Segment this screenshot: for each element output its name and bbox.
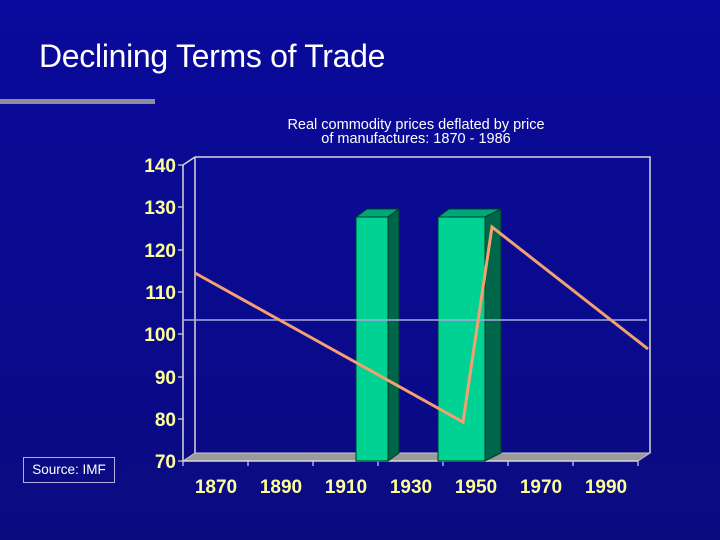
x-tick-1930: 1930: [390, 477, 432, 498]
chart-title: Real commodity prices deflated by price …: [250, 117, 582, 147]
x-tick-1990: 1990: [585, 477, 627, 498]
x-tick-1970: 1970: [520, 477, 562, 498]
chart-title-line-1: Real commodity prices deflated by price: [287, 117, 545, 133]
source-label: Source: IMF: [23, 457, 115, 483]
y-tick-100: 100: [144, 325, 176, 346]
y-tick-110: 110: [145, 283, 176, 304]
y-tick-90: 90: [155, 368, 176, 389]
x-tick-1890: 1890: [260, 477, 302, 498]
chart-frame: [182, 156, 651, 453]
slide-title: Declining Terms of Trade: [39, 38, 386, 74]
y-tick-80: 80: [155, 410, 176, 431]
y-tick-120: 120: [144, 241, 176, 262]
y-tick-70: 70: [155, 452, 176, 473]
title-underline: [0, 99, 155, 104]
bar-1: [354, 208, 401, 462]
y-axis: 70 80 90 100 110 120 130 140: [144, 156, 184, 473]
y-tick-130: 130: [144, 198, 176, 219]
commodity-price-line: [194, 224, 649, 425]
chart-title-line-2: of manufactures: 1870 - 1986: [321, 131, 511, 147]
x-tick-1910: 1910: [325, 477, 367, 498]
x-axis: 1870 1890 1910 1930 1950 1970 1990: [182, 460, 639, 498]
x-tick-1950: 1950: [455, 477, 497, 498]
chart-floor: [181, 452, 652, 462]
bar-2: [436, 208, 502, 462]
y-tick-140: 140: [144, 156, 176, 177]
x-tick-1870: 1870: [195, 477, 237, 498]
